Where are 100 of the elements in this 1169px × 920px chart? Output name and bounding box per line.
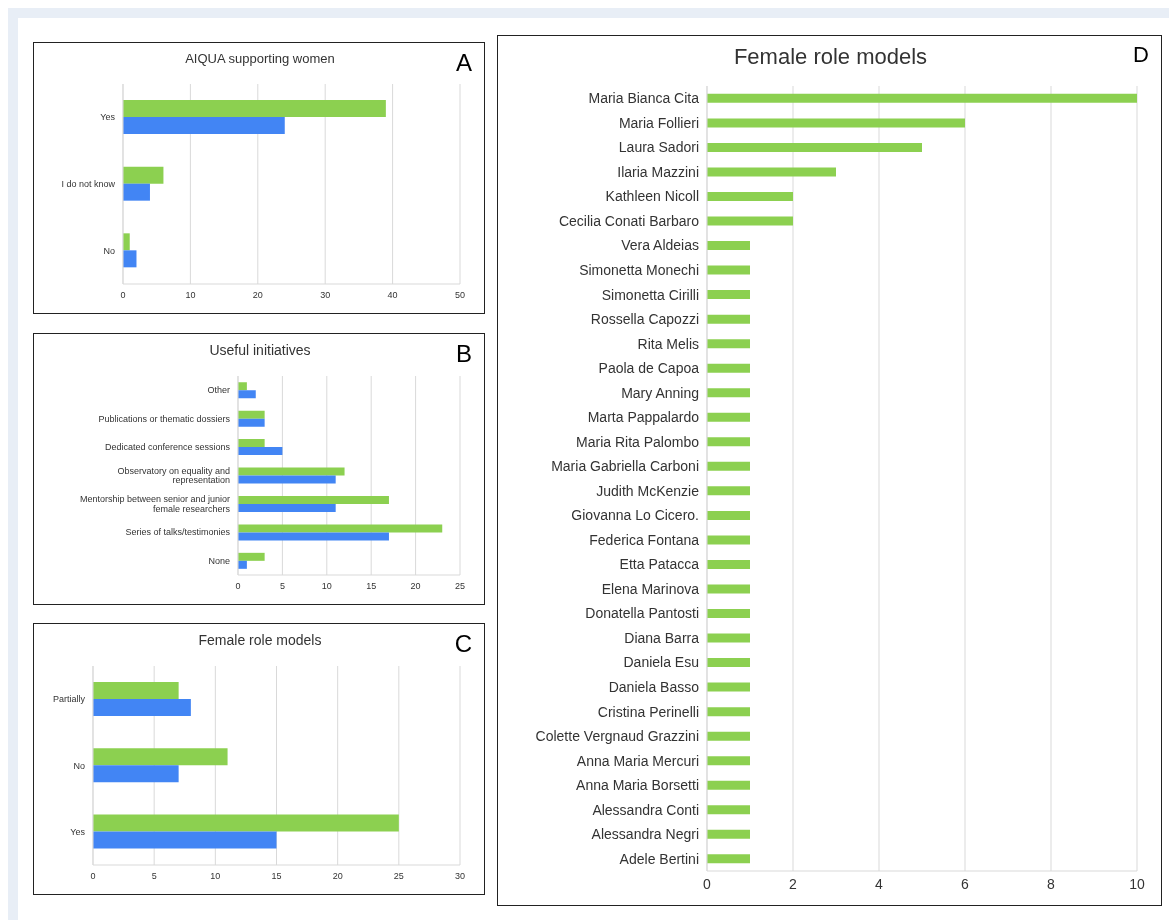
y-tick-label: Maria Bianca Cita — [588, 90, 700, 107]
bar — [707, 339, 750, 349]
bar — [238, 524, 443, 533]
bar — [238, 418, 265, 427]
x-tick-label: 10 — [1129, 875, 1145, 892]
bar — [707, 363, 750, 373]
y-tick-label: Rossella Capozzi — [590, 311, 699, 328]
x-tick-label: 15 — [271, 871, 282, 882]
y-tick-label: Paola de Capoa — [598, 360, 700, 377]
chart-title: AIQUA supporting women — [185, 51, 335, 66]
x-tick-label: 20 — [332, 871, 343, 882]
bar — [93, 681, 179, 699]
bar — [707, 780, 750, 790]
chart-title: Female role models — [733, 44, 928, 69]
text: D — [1133, 42, 1149, 68]
y-tick-label: Alessandra Negri — [591, 826, 699, 843]
bar — [707, 559, 750, 569]
bar — [238, 560, 247, 569]
bar — [707, 241, 750, 251]
y-tick-label: Daniela Basso — [608, 679, 700, 696]
y-tick-label: Maria Gabriella Carboni — [551, 458, 699, 475]
bar — [707, 118, 965, 128]
y-tick-label: Simonetta Monechi — [579, 261, 699, 278]
bar — [707, 731, 750, 741]
bar — [238, 552, 265, 561]
y-tick-label: Maria Rita Palombo — [576, 433, 700, 450]
bar — [238, 439, 265, 448]
bar — [93, 765, 179, 783]
bar — [707, 510, 750, 520]
bar — [707, 658, 750, 668]
x-tick-label: 30 — [454, 871, 466, 882]
bar — [123, 183, 150, 201]
y-tick-label: Series of talks/testimonies — [125, 527, 231, 538]
y-tick-label: Cristina Perinelli — [597, 703, 699, 720]
y-tick-label: Mary Anning — [621, 384, 699, 401]
y-tick-label: Anna Maria Borsetti — [576, 777, 699, 794]
bar — [707, 142, 922, 152]
bar — [707, 535, 750, 545]
bar — [238, 447, 283, 456]
y-tick-label: Laura Sadori — [618, 139, 699, 156]
bar — [707, 388, 750, 398]
y-tick-label: Adele Bertini — [619, 850, 699, 867]
bar — [707, 191, 793, 201]
y-tick-label: Ilaria Mazzini — [617, 163, 699, 180]
bar — [123, 100, 386, 117]
y-tick-label: Anna Maria Mercuri — [576, 752, 699, 769]
x-tick-label: 4 — [875, 875, 884, 892]
y-tick-label: None — [208, 555, 230, 566]
y-tick-label: Kathleen Nicoll — [605, 188, 699, 205]
y-tick-label: Yes — [100, 112, 116, 123]
x-tick-label: 8 — [1047, 875, 1056, 892]
y-tick-label: Alessandra Conti — [592, 801, 699, 818]
y-tick-label: Partially — [52, 694, 86, 705]
bar — [707, 682, 750, 692]
y-tick-label: Diana Barra — [624, 629, 700, 646]
y-tick-label: Dedicated conference sessions — [104, 442, 231, 453]
bar — [93, 748, 228, 766]
x-tick-label: 10 — [185, 290, 196, 301]
y-tick-label: Federica Fontana — [589, 531, 700, 548]
x-tick-label: 20 — [252, 290, 263, 301]
bar — [707, 265, 750, 275]
x-tick-label: 40 — [387, 290, 398, 301]
y-tick-label: Rita Melis — [637, 335, 699, 352]
y-tick-label: Yes — [70, 826, 86, 837]
x-tick-label: 30 — [320, 290, 331, 301]
bar — [707, 93, 1137, 103]
chart-title: Useful initiatives — [209, 342, 311, 358]
y-tick-label: Simonetta Cirilli — [601, 286, 699, 303]
text: C — [454, 630, 472, 658]
x-tick-label: 2 — [789, 875, 798, 892]
bar — [707, 805, 750, 815]
bar — [707, 584, 750, 594]
x-tick-label: 0 — [120, 290, 126, 301]
y-tick-label: No — [103, 245, 115, 256]
bar — [707, 167, 836, 177]
bar — [707, 314, 750, 324]
bar — [238, 390, 256, 399]
bar — [707, 707, 750, 717]
bar — [707, 486, 750, 496]
text: A — [455, 49, 472, 77]
bar — [238, 495, 389, 504]
x-tick-label: 25 — [454, 581, 466, 592]
y-tick-label: Vera Aldeias — [621, 237, 699, 254]
y-tick-label: Mentorship between senior and junior female researchers — [79, 493, 231, 514]
y-tick-label: Elena Marinova — [601, 580, 700, 597]
bar — [707, 437, 750, 447]
bar — [707, 609, 750, 619]
x-tick-label: 0 — [90, 871, 96, 882]
bar — [123, 166, 164, 184]
x-tick-label: 10 — [210, 871, 221, 882]
y-tick-label: I do not know — [61, 179, 116, 189]
y-tick-label: Etta Patacca — [619, 556, 700, 573]
bar — [93, 814, 399, 832]
x-tick-label: 5 — [151, 871, 157, 882]
bar — [707, 854, 750, 864]
bar — [707, 633, 750, 643]
bar — [707, 461, 750, 471]
x-tick-label: 50 — [454, 290, 466, 301]
bar — [238, 475, 336, 484]
y-tick-label: Maria Follieri — [618, 114, 699, 131]
